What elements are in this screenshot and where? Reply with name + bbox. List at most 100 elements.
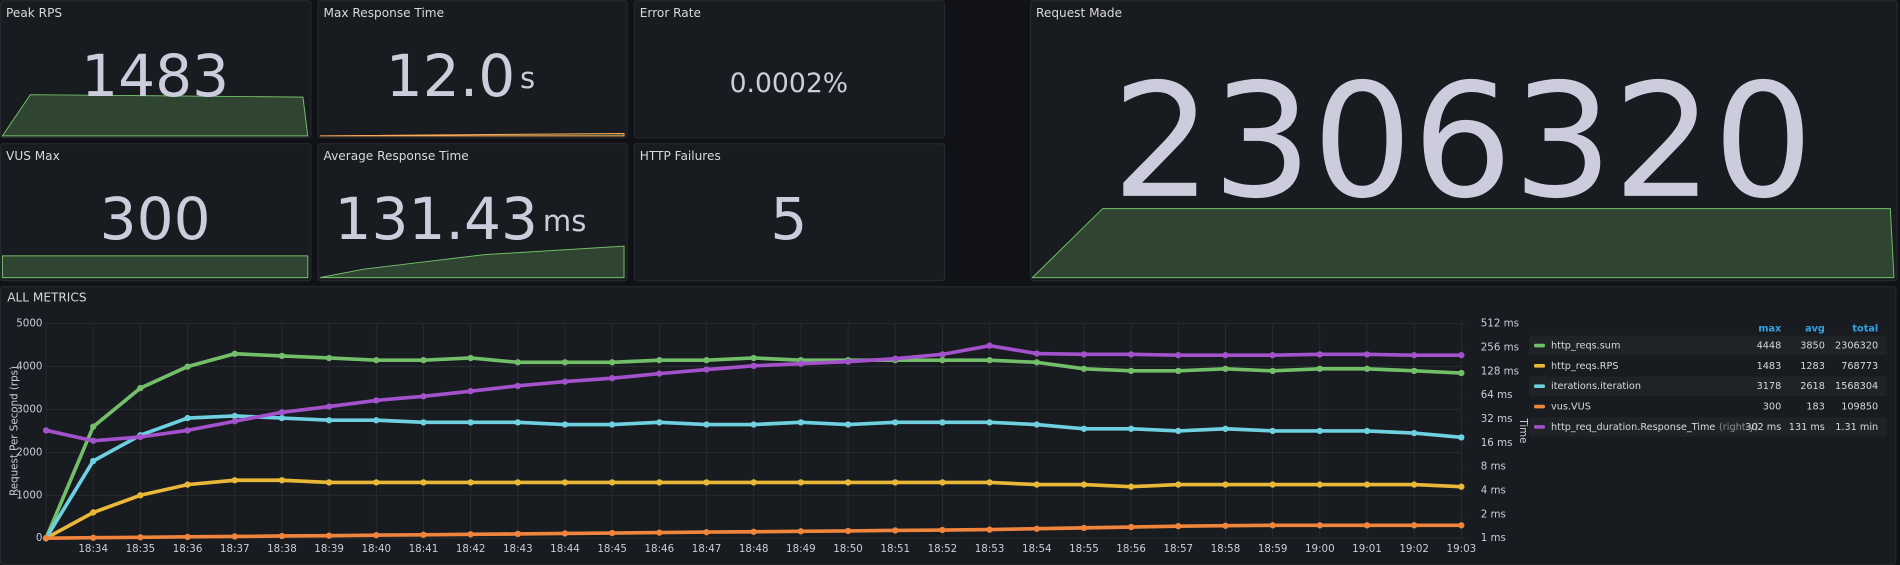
series-point [1127,351,1135,358]
series-point [231,412,238,420]
series-point [1363,365,1371,372]
series-point [750,479,757,486]
series-point [184,427,191,434]
series-point [986,419,993,426]
series-point [420,419,427,426]
legend-row-bg [1529,376,1887,396]
legend-value: 768773 [1841,361,1878,372]
value: 2306320 [1112,51,1814,234]
panel-title: VUS Max [6,149,60,163]
series-point [561,421,569,428]
legend-value: 3178 [1757,381,1782,392]
series-point [797,419,805,426]
y2-tick-label: 512 ms [1481,318,1519,330]
x-tick-label: 18:59 [1258,543,1288,555]
x-tick-label: 18:51 [880,543,910,555]
series-point [1411,367,1418,375]
legend-name: iterations.iteration [1551,381,1641,392]
series-point [750,421,757,428]
value: 131.43 [335,185,539,253]
legend-name: http_req_duration.Response_Time (right-y) [1551,422,1758,433]
stat-value: 1483 [81,42,229,110]
series-point [1458,434,1465,441]
series-point [656,479,663,486]
series-point [939,479,946,486]
series-point [373,532,380,539]
series-point [137,384,144,392]
series-point [892,479,899,486]
series-point [278,414,286,422]
legend-value: 2618 [1800,381,1825,392]
series-point [1175,481,1182,488]
series-point [514,359,521,366]
series-point [1316,365,1323,372]
legend-value: 1283 [1800,361,1825,372]
series-point [797,528,805,535]
stat-value: 131.43 ms [335,185,587,253]
series-point [184,363,191,370]
y2-tick-label: 2 ms [1481,508,1506,520]
legend-value: 1568304 [1835,381,1878,392]
y-tick-label: 0 [36,532,43,544]
series-point [844,358,852,365]
panel-title: Peak RPS [6,6,62,20]
series-point [609,375,616,382]
series-point [325,532,333,539]
series-point [1269,367,1276,375]
x-tick-label: 18:53 [975,543,1005,555]
series-point [1458,483,1465,490]
series-point [1175,523,1182,530]
series-point [420,357,427,364]
series-point [373,397,380,404]
y2-tick-label: 8 ms [1481,461,1506,473]
series-point [1033,421,1040,428]
series-point [373,417,380,424]
x-tick-label: 18:58 [1211,543,1241,555]
x-tick-label: 18:47 [692,543,722,555]
x-tick-label: 18:42 [456,543,486,555]
series-point [325,417,333,424]
series-point [278,477,286,484]
x-tick-label: 18:46 [645,543,675,555]
legend-swatch [1534,384,1545,389]
series-point [561,479,569,486]
series-point [1411,429,1418,437]
x-tick-label: 19:02 [1399,543,1429,555]
panel-title: Error Rate [640,6,701,20]
stat-value: 5 [770,185,807,253]
legend-value: 3850 [1800,341,1825,352]
y2-tick-label: 128 ms [1481,365,1519,377]
series-point [137,534,144,541]
series-point [231,350,238,357]
series-point [514,382,521,389]
series-point [278,532,286,540]
series-point [1127,483,1135,490]
panel-title: Max Response Time [324,6,445,20]
legend-swatch [1534,404,1545,409]
series-point [609,479,616,486]
series-point [325,354,333,362]
series-point [1222,365,1229,372]
series-point [90,509,97,516]
axis-note: (right-y) [1719,422,1758,433]
panel-frame [0,143,312,282]
x-tick-label: 19:03 [1447,543,1477,555]
legend-value: 109850 [1841,402,1878,413]
series-point [750,528,757,535]
series-point [137,492,144,499]
stat-value: 2306320 [1112,51,1814,234]
legend-swatch [1534,425,1545,429]
series-point [1033,359,1040,366]
series-point [844,479,852,486]
series-point [986,342,993,349]
series-point [1411,481,1418,488]
series-point [467,479,474,486]
legend-value: 1.31 min [1835,422,1878,433]
stat-value: 0.0002% [730,67,849,98]
series-name: iterations.iteration [1551,381,1641,392]
legend-value: 1483 [1757,361,1782,372]
series-point [703,366,710,373]
legend-row-bg [1529,417,1887,437]
y2-tick-label: 16 ms [1481,437,1513,449]
series-point [844,527,852,535]
